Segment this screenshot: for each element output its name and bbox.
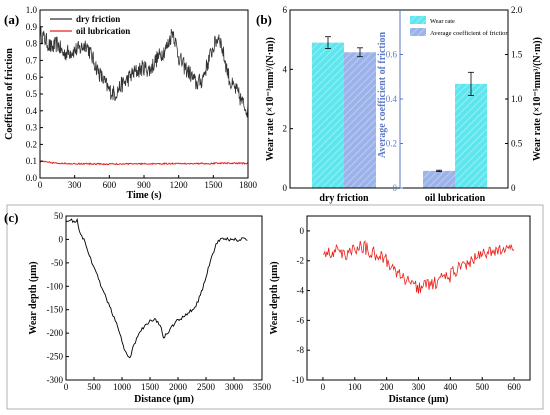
legend-swatch [410,16,426,24]
y-axis-label: Coefficient of friction [4,48,15,140]
y-tick-label: 0.1 [26,156,37,166]
panel-c-right-profile: 0 100 200 300 400 500 600 -10 -8 -6 -4 -2 0 Distance … [269,215,531,405]
category-label: oil lubrication [425,193,486,204]
x-tick-label: 500 [475,382,489,392]
y-tick-label: -150 [47,305,64,315]
y-tick-label: -250 [47,352,64,362]
y-tick-label: 0.2 [26,139,37,149]
inner-tick-label: 0.6 [386,50,398,60]
x-tick-label: 0 [38,180,43,190]
x-tick-label: 200 [380,382,394,392]
x-axis-label: Distance (μm) [389,394,449,405]
y-tick-label: 0.7 [26,55,38,65]
y-tick-label: -4 [297,286,305,296]
y-tick-label: 0.6 [26,72,38,82]
panel-label-a: (a) [4,12,19,27]
y-tick-label: 0.8 [26,39,38,49]
panel-c-left-profile: 0 500 1000 1500 2000 2500 3000 3500-300-250-200… [28,211,272,405]
inner-axis-label: Average coefficient of friction [377,31,388,158]
right-axis-label: Wear rate (×10⁻⁵mm³/(N·m)) [532,37,543,161]
inner-tick-label: 0.4 [386,94,398,104]
y-tick-label: 0.3 [26,123,38,133]
panel-c-border [6,204,544,410]
panel-label-b: (b) [256,12,272,27]
left-tick-label: 2 [283,124,288,134]
x-tick-label: 600 [103,180,117,190]
y-tick-label: -2 [297,256,305,266]
x-tick-label: 2000 [169,382,188,392]
y-tick-label: 0.5 [26,89,38,99]
legend-label: Wear rate [430,18,455,25]
profile-line [322,240,515,294]
y-tick-label: -100 [47,281,64,291]
panel-a-cof-vs-time: 0 300 600 900 1200 1500 1800 0.0 0.1 0.2 0.3 0.4 0.5… [4,5,258,201]
right-tick-label: 0 [511,183,516,193]
x-tick-label: 1800 [239,180,258,190]
right-tick-label: 1.5 [511,50,523,60]
x-tick-label: 600 [507,382,521,392]
inner-tick-label: 0 [393,183,398,193]
plot-frame [306,215,531,381]
panel-b-wear-rate-bars: 0 2 4 6 0 0.2 0.4 0.6 0 0.5 1.0 1.5 2.0 dry friction o… [265,5,543,204]
y-tick-label: 1.0 [26,5,38,15]
y-tick-label: -10 [292,375,304,385]
x-tick-label: 3500 [253,382,272,392]
right-tick-label: 0.5 [511,139,523,149]
plot-frame [39,9,249,179]
x-tick-label: 300 [68,180,82,190]
category-label: dry friction [319,193,369,204]
legend-label: oil lubrication [76,26,130,36]
right-tick-label: 1.0 [511,94,523,104]
x-tick-label: 0 [64,382,69,392]
x-tick-label: 2500 [197,382,216,392]
y-tick-label: 0 [300,226,305,236]
x-tick-label: 500 [87,382,101,392]
x-tick-label: 400 [444,382,458,392]
bar-wear-rate [312,42,344,189]
left-tick-label: 0 [283,183,288,193]
right-tick-label: 2.0 [511,5,523,15]
x-tick-label: 3000 [225,382,244,392]
y-tick-label: 0.4 [26,106,38,116]
y-axis-label: Wear depth (μm) [28,261,39,334]
y-tick-label: 50 [54,211,64,221]
y-tick-label: -300 [47,375,64,385]
bar-avg-cof [423,170,455,188]
x-tick-label: 100 [348,382,362,392]
y-tick-label: -6 [297,315,305,325]
bar-wear-rate [455,83,487,188]
y-tick-label: 0.0 [26,173,38,183]
plot-frame [65,215,263,381]
x-tick-label: 0 [321,382,326,392]
profile-line [65,217,248,359]
inner-tick-label: 0.2 [386,139,397,149]
y-tick-label: -50 [51,258,63,268]
y-tick-label: -200 [47,328,64,338]
x-axis-label: Time (s) [126,190,161,201]
panel-label-c: (c) [4,210,18,225]
legend-label: Average coefficient of friction [430,30,509,37]
x-tick-label: 1500 [141,382,160,392]
legend-swatch [410,28,426,36]
y-tick-label: -8 [297,345,305,355]
y-axis-label: Wear depth (μm) [269,261,280,334]
x-axis-label: Distance (μm) [134,394,194,405]
legend-label: dry friction [76,14,120,24]
x-tick-label: 1500 [204,180,223,190]
x-tick-label: 300 [412,382,426,392]
left-tick-label: 6 [283,5,288,15]
y-tick-label: 0.9 [26,22,38,32]
left-axis-label: Wear rate (×10⁻³mm³/(N·m)) [265,37,276,161]
left-tick-label: 4 [283,64,288,74]
x-tick-label: 1000 [113,382,132,392]
y-tick-label: 0 [59,234,64,244]
series-line-oil-lubrication [40,160,248,166]
bar-avg-cof [344,52,376,189]
series-line-dry-friction [40,26,248,118]
x-tick-label: 900 [137,180,151,190]
x-tick-label: 1200 [170,180,189,190]
